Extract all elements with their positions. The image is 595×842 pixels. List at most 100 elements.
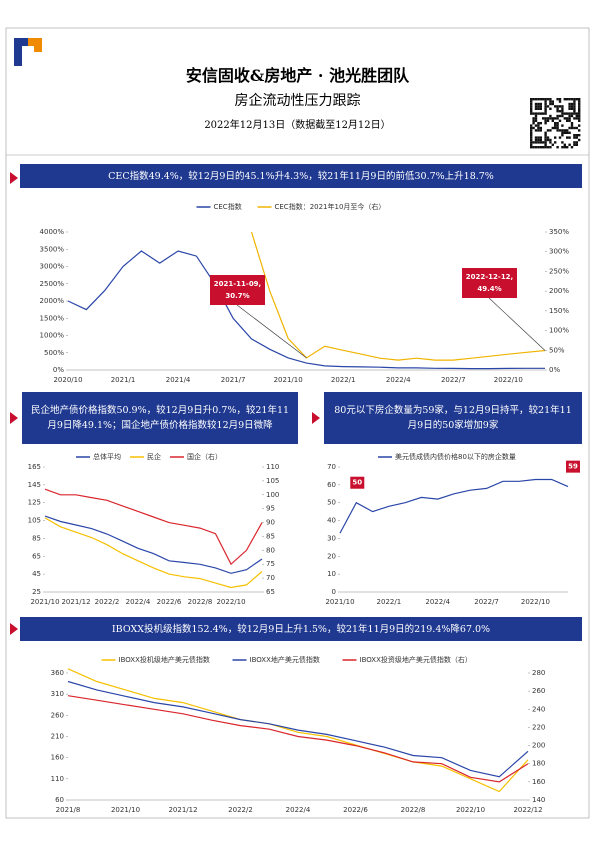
qr-cell [544, 138, 547, 142]
legend-label: IBOXX投机级地产美元债指数 [119, 655, 210, 664]
annotation-leader [488, 297, 546, 351]
qr-cell [546, 129, 550, 132]
y2-tick-label: 110 [266, 463, 279, 471]
qr-cell [539, 136, 542, 139]
qr-cell [549, 129, 552, 132]
legend-label: IBOXX地产美元债指数 [250, 655, 320, 664]
qr-cell [530, 102, 533, 106]
y-tick-label: 310 [51, 690, 64, 698]
banner: CEC指数49.4%，较12月9日的45.1%升4.3%，较21年11月9日的前… [20, 164, 582, 188]
qr-cell [573, 134, 576, 137]
qr-cell [566, 98, 569, 101]
qr-cell [539, 138, 542, 142]
qr-cell [566, 136, 569, 139]
x-tick-label: 2021/10 [274, 376, 303, 384]
qr-cell [573, 105, 576, 108]
qr-cell [554, 141, 557, 144]
qr-cell [546, 138, 550, 142]
y-tick-label: 2000% [40, 297, 65, 305]
legend-label: CEC指数：2021年10月至今（右） [275, 202, 386, 211]
qr-cell [558, 129, 562, 132]
y2-tick-label: 220 [532, 723, 545, 731]
qr-cell [558, 110, 562, 113]
qr-cell [532, 112, 535, 115]
qr-cell [570, 107, 574, 110]
qr-cell [566, 146, 569, 149]
x-tick-label: 2022/8 [401, 806, 426, 814]
qr-cell [546, 117, 550, 120]
qr-cell [554, 117, 557, 120]
qr-cell [551, 102, 554, 106]
qr-cell [568, 102, 571, 106]
qr-cell [537, 126, 540, 130]
qr-cell [575, 126, 578, 130]
y-tick-label: 360 [51, 669, 64, 677]
qr-cell [558, 98, 562, 101]
qr-cell [530, 110, 533, 113]
qr-cell [556, 122, 559, 125]
qr-cell [532, 122, 535, 125]
qr-cell [561, 110, 564, 113]
qr-cell [556, 129, 559, 132]
qr-cell [575, 134, 578, 137]
y-tick-label: 45 [32, 570, 41, 578]
line [44, 515, 263, 574]
y-tick-label: 20 [327, 552, 336, 560]
qr-cell [537, 98, 540, 101]
qr-cell [568, 112, 571, 115]
qr-cell [570, 122, 574, 125]
qr-cell [568, 107, 571, 110]
qr-cell [537, 138, 540, 142]
qr-cell [534, 102, 538, 106]
qr-cell [544, 110, 547, 113]
qr-cell [573, 126, 576, 130]
y-tick-label: 1500% [40, 314, 65, 322]
qr-cell [556, 117, 559, 120]
qr-cell [549, 146, 552, 149]
qr-cell [539, 126, 542, 130]
subtitle: 房企流动性压力跟踪 [234, 93, 361, 109]
x-tick-label: 2021/10 [111, 806, 140, 814]
qr-cell [532, 98, 535, 101]
qr-cell [561, 131, 564, 134]
qr-cell [556, 126, 559, 130]
y2-tick-label: 260 [532, 687, 545, 695]
banner: 80元以下房企数量为59家，与12月9日持平，较21年11月9日的50家增加9家 [324, 392, 582, 444]
qr-cell [537, 107, 540, 110]
qr-cell [566, 129, 569, 132]
qr-cell [573, 136, 576, 139]
qr-cell [544, 100, 547, 103]
qr-cell [530, 136, 533, 139]
annotation-text: 2022-12-12, [466, 273, 513, 281]
legend-label: 美元债成债内债价格80以下的房企数量 [395, 452, 516, 461]
qr-cell [544, 134, 547, 137]
legend-label: 国企（右） [187, 452, 222, 461]
marker [10, 623, 18, 635]
qr-cell [530, 105, 533, 108]
qr-cell [566, 112, 569, 115]
qr-cell [578, 114, 581, 118]
qr-cell [532, 141, 535, 144]
qr-cell [539, 146, 542, 149]
qr-cell [566, 117, 569, 120]
qr-cell [554, 136, 557, 139]
y-tick-label: 165 [28, 463, 41, 471]
qr-cell [532, 146, 535, 149]
qr-cell [551, 117, 554, 120]
qr-cell [534, 114, 538, 118]
qr-cell [556, 110, 559, 113]
qr-cell [549, 114, 552, 118]
qr-cell [537, 136, 540, 139]
annotation-text: 30.7% [225, 292, 249, 300]
y2-tick-label: 180 [532, 760, 545, 768]
y2-tick-label: 300% [549, 248, 569, 256]
qr-cell [578, 119, 581, 122]
qr-cell [537, 122, 540, 125]
qr-cell [546, 98, 550, 101]
qr-cell [544, 131, 547, 134]
qr-cell [561, 129, 564, 132]
qr-cell [537, 141, 540, 144]
x-tick-label: 2022/6 [343, 806, 368, 814]
qr-cell [546, 136, 550, 139]
qr-cell [570, 126, 574, 130]
